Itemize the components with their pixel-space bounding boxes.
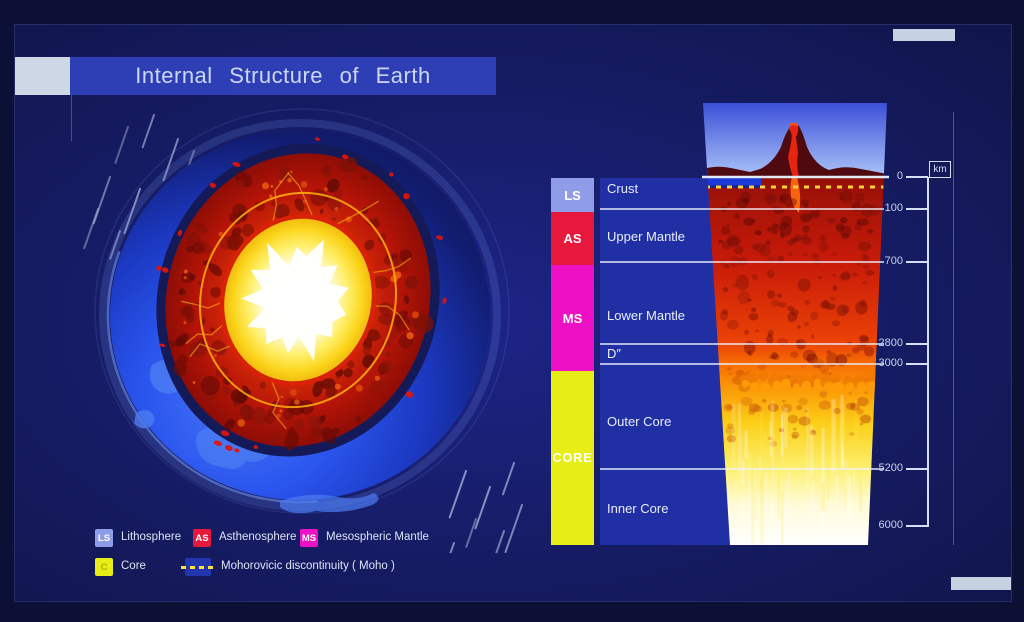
legend-code-as: AS <box>195 532 209 544</box>
depth-700: 700 <box>884 255 903 267</box>
layer-boundary-lines <box>600 208 884 470</box>
legend-label-moho: Mohorovicic discontinuity ( Moho ) <box>221 560 395 572</box>
tick-100 <box>906 208 928 210</box>
column-fill <box>703 103 887 545</box>
depth-100: 100 <box>884 202 903 214</box>
core-boundary-ring <box>219 214 377 386</box>
lava-flow <box>788 125 799 177</box>
legend-chip-mesosphere: MS <box>300 529 318 547</box>
legend-chip-asthenosphere: AS <box>193 529 211 547</box>
label-upper-mantle: Upper Mantle <box>607 229 686 244</box>
depth-5200: 5200 <box>878 462 903 474</box>
label-inner-core: Inner Core <box>607 501 669 516</box>
ocean-strip <box>703 177 761 185</box>
legend-chip-lithosphere: LS <box>95 529 113 547</box>
depth-2800: 2800 <box>878 337 903 349</box>
tick-6000 <box>906 525 928 527</box>
legend-code-ls: LS <box>97 532 111 544</box>
legend-label-asthenosphere: Asthenosphere <box>219 531 297 543</box>
tick-5200 <box>906 468 928 470</box>
cross-section-column <box>600 103 889 545</box>
legend-code-c: C <box>100 561 108 573</box>
depth-6000: 6000 <box>878 519 903 531</box>
legend-label-lithosphere: Lithosphere <box>121 531 182 543</box>
bar-segment-lithosphere: LS <box>551 178 594 212</box>
depth-3000: 3000 <box>878 357 903 369</box>
scale-guide-line <box>953 112 954 545</box>
unit-box: km <box>929 161 951 178</box>
bar-segment-mesosphere: MS <box>551 265 594 371</box>
page-title-text: Internal Structure of Earth <box>135 63 431 88</box>
page-title: Internal Structure of Earth <box>70 57 496 95</box>
decor-bar-bottom-right <box>951 577 1011 590</box>
mantle-divider-ring <box>199 191 397 409</box>
bar-segment-core: CORE <box>551 371 594 545</box>
label-d-layer: D″ <box>607 346 621 361</box>
legend-chip-core: C <box>95 558 113 576</box>
legend-label-mesosphere: Mesospheric Mantle <box>326 531 429 543</box>
bar-code-as: AS <box>563 231 582 246</box>
bar-code-ls: LS <box>564 187 581 203</box>
cutaway-face <box>156 137 447 457</box>
unit-km: km <box>933 164 947 175</box>
moho-legend-icon <box>181 558 215 576</box>
earth-cutaway-illustration <box>83 108 523 553</box>
tick-2800 <box>906 343 928 345</box>
bar-segment-asthenosphere: AS <box>551 212 594 265</box>
tick-0 <box>906 176 928 178</box>
legend-code-ms: MS <box>301 532 317 544</box>
depth-0: 0 <box>896 170 903 182</box>
bar-code-ms: MS <box>562 310 583 326</box>
decor-bar-top-right <box>893 29 955 41</box>
tick-3000 <box>906 363 928 365</box>
column-texture <box>718 189 881 545</box>
bar-code-core: CORE <box>552 451 593 465</box>
banner-tail-line <box>71 95 72 141</box>
label-crust: Crust <box>607 181 639 196</box>
label-lower-mantle: Lower Mantle <box>607 308 686 323</box>
label-outer-core: Outer Core <box>607 414 672 429</box>
legend-label-core: Core <box>121 560 146 572</box>
mantle-texture <box>167 156 434 451</box>
title-accent-block <box>15 57 70 95</box>
mantle-column <box>703 177 887 545</box>
core-white-flare <box>240 239 350 362</box>
rim-lava-dots <box>156 137 447 453</box>
moho-icon-dashes <box>181 565 215 569</box>
tick-700 <box>906 261 928 263</box>
depth-scale-line <box>927 177 929 527</box>
